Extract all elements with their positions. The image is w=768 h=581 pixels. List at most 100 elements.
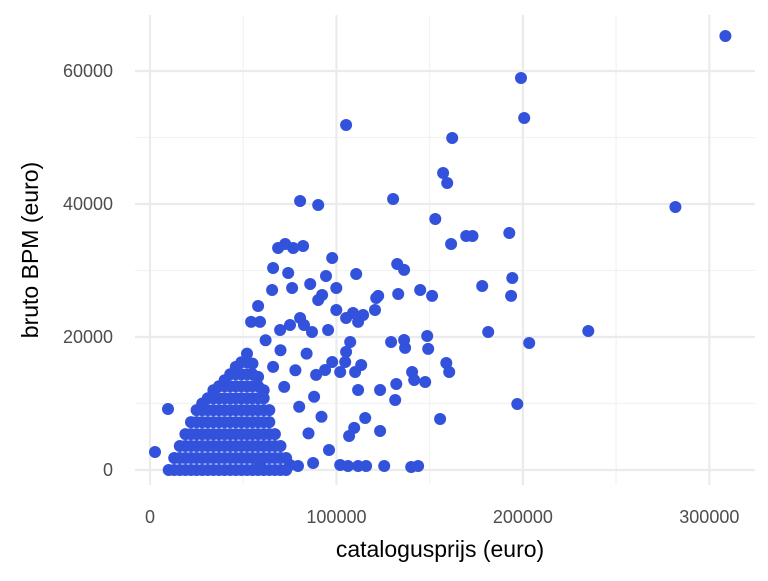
data-point bbox=[323, 444, 335, 456]
data-point bbox=[511, 398, 524, 410]
data-point bbox=[267, 262, 280, 274]
data-point bbox=[245, 315, 258, 328]
data-point bbox=[387, 193, 400, 205]
data-point bbox=[272, 242, 285, 254]
data-point bbox=[322, 324, 335, 336]
data-point bbox=[340, 312, 353, 324]
y-axis-title: bruto BPM (euro) bbox=[17, 162, 43, 338]
data-point bbox=[293, 400, 306, 413]
data-point bbox=[503, 227, 516, 239]
data-point bbox=[263, 416, 276, 429]
data-point bbox=[278, 380, 291, 393]
data-point bbox=[316, 289, 329, 301]
data-point bbox=[355, 359, 368, 371]
data-point bbox=[280, 464, 293, 476]
data-point bbox=[252, 300, 265, 312]
x-tick-label: 300000 bbox=[679, 507, 739, 527]
data-point bbox=[319, 364, 332, 376]
data-point bbox=[340, 119, 353, 131]
data-point bbox=[274, 344, 287, 357]
data-point bbox=[300, 347, 313, 360]
data-point bbox=[582, 325, 595, 337]
x-tick-label: 200000 bbox=[493, 507, 553, 527]
data-point bbox=[307, 457, 320, 469]
x-tick-label: 0 bbox=[145, 507, 155, 527]
data-point bbox=[398, 263, 411, 276]
data-point bbox=[719, 30, 732, 42]
data-point bbox=[263, 404, 276, 417]
data-point bbox=[254, 315, 266, 328]
data-point bbox=[412, 460, 425, 472]
data-point bbox=[426, 289, 439, 302]
y-tick-label: 40000 bbox=[63, 194, 113, 214]
data-point bbox=[330, 304, 343, 316]
data-point bbox=[304, 278, 317, 290]
data-point bbox=[419, 376, 432, 388]
data-point bbox=[280, 452, 293, 464]
data-point bbox=[306, 326, 318, 338]
y-tick-labels: 0 20000 40000 60000 bbox=[63, 61, 113, 480]
data-point bbox=[274, 440, 287, 452]
data-point bbox=[374, 384, 387, 396]
data-point bbox=[408, 374, 421, 386]
data-point bbox=[352, 315, 365, 328]
data-point bbox=[320, 270, 332, 282]
data-point bbox=[440, 357, 453, 369]
data-point bbox=[352, 384, 365, 396]
data-point bbox=[370, 292, 383, 304]
data-point bbox=[282, 267, 295, 279]
data-point bbox=[434, 413, 447, 425]
data-point bbox=[669, 201, 682, 213]
y-tick-label: 60000 bbox=[63, 61, 113, 81]
data-point bbox=[257, 384, 270, 397]
data-point bbox=[339, 356, 352, 368]
data-point bbox=[342, 460, 354, 472]
data-point bbox=[385, 336, 398, 348]
data-point bbox=[389, 394, 402, 406]
data-point bbox=[523, 337, 536, 349]
data-point bbox=[441, 177, 454, 189]
data-point bbox=[359, 412, 372, 424]
data-point bbox=[294, 195, 307, 207]
data-point bbox=[390, 378, 403, 390]
data-point bbox=[422, 342, 435, 355]
data-point bbox=[149, 446, 161, 458]
data-point bbox=[259, 334, 272, 347]
y-tick-label: 20000 bbox=[63, 327, 113, 347]
data-point bbox=[274, 324, 287, 336]
data-point bbox=[315, 410, 328, 423]
data-point bbox=[241, 347, 253, 360]
data-point bbox=[429, 213, 442, 225]
data-point bbox=[334, 366, 347, 378]
data-point bbox=[515, 72, 527, 84]
data-point bbox=[399, 341, 412, 354]
data-point bbox=[326, 356, 339, 368]
data-point bbox=[302, 427, 315, 440]
data-point bbox=[445, 238, 458, 250]
data-points bbox=[149, 30, 732, 476]
data-point bbox=[369, 304, 381, 316]
data-point bbox=[308, 390, 321, 403]
data-point bbox=[267, 360, 280, 373]
data-point bbox=[284, 319, 296, 331]
data-point bbox=[266, 284, 279, 296]
data-point bbox=[350, 268, 363, 280]
data-point bbox=[310, 368, 323, 381]
data-point bbox=[505, 289, 518, 302]
x-tick-label: 100000 bbox=[306, 507, 366, 527]
data-point bbox=[330, 282, 343, 294]
data-point bbox=[506, 272, 519, 284]
data-point bbox=[360, 460, 373, 472]
data-point bbox=[482, 326, 495, 338]
data-point bbox=[297, 240, 310, 252]
data-point bbox=[348, 421, 361, 434]
data-point bbox=[392, 288, 405, 300]
y-tick-label: 0 bbox=[103, 460, 113, 480]
data-point bbox=[378, 460, 391, 472]
data-point bbox=[294, 312, 307, 324]
data-point bbox=[476, 280, 489, 292]
data-point bbox=[162, 403, 174, 415]
x-tick-labels: 0 100000 200000 300000 bbox=[145, 507, 739, 527]
data-point bbox=[246, 357, 259, 370]
